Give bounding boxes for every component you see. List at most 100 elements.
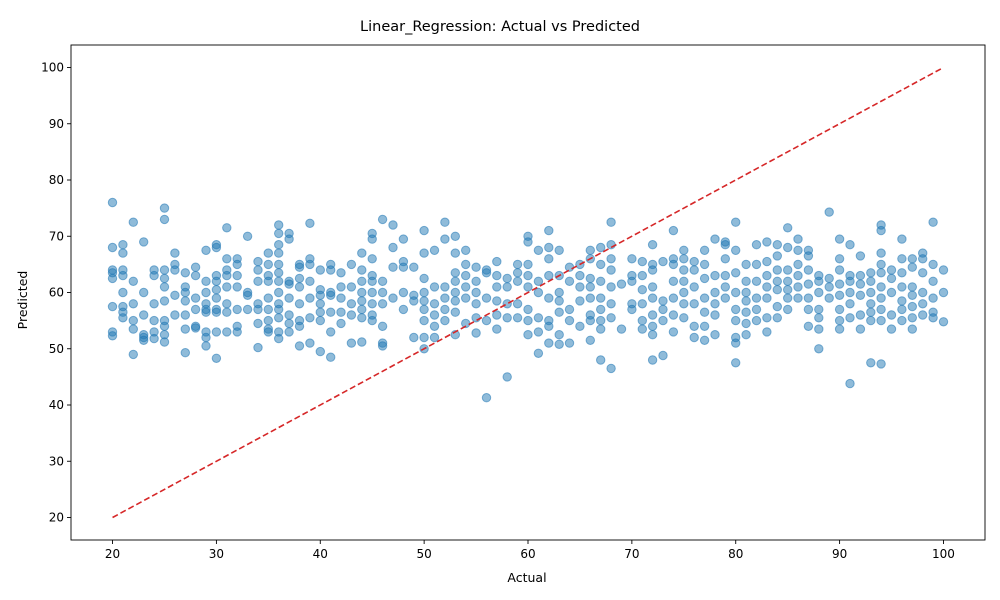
data-point <box>367 276 377 286</box>
data-point <box>564 338 575 348</box>
data-point <box>866 315 876 326</box>
data-point <box>793 270 803 281</box>
data-point <box>263 276 273 286</box>
data-point <box>647 321 658 331</box>
data-point <box>907 313 917 323</box>
data-point <box>377 214 388 225</box>
data-point <box>855 290 866 300</box>
data-point <box>471 287 481 298</box>
data-point <box>855 251 866 261</box>
data-point <box>658 256 668 267</box>
data-point <box>284 293 294 303</box>
data-point <box>232 259 242 270</box>
data-point <box>326 327 336 337</box>
data-point <box>544 270 554 281</box>
data-point <box>263 259 273 270</box>
data-point <box>461 282 471 292</box>
data-point <box>367 254 377 264</box>
data-point <box>596 259 606 270</box>
y-tick-label: 80 <box>49 173 64 187</box>
data-point <box>180 268 191 278</box>
data-point <box>523 315 533 326</box>
data-point <box>159 273 170 284</box>
data-point <box>305 313 315 323</box>
data-point <box>180 348 191 358</box>
data-point <box>897 315 907 326</box>
y-tick-label: 70 <box>49 229 64 243</box>
data-point <box>803 293 814 303</box>
y-tick-label: 100 <box>41 61 64 75</box>
data-point <box>263 293 273 303</box>
data-point <box>502 299 512 309</box>
y-axis-label: Predicted <box>15 271 30 330</box>
data-point <box>357 296 367 306</box>
data-point <box>159 214 170 225</box>
data-point <box>159 321 170 331</box>
data-point <box>866 307 876 317</box>
data-point <box>876 359 886 369</box>
data-point <box>471 262 481 272</box>
data-point <box>793 234 803 244</box>
data-point <box>585 282 595 292</box>
data-point <box>855 279 866 289</box>
data-point <box>346 259 357 270</box>
data-point <box>450 231 460 242</box>
data-point <box>876 282 886 292</box>
data-point <box>606 282 616 292</box>
data-point <box>409 332 419 343</box>
data-point <box>346 338 357 348</box>
data-point <box>388 293 398 303</box>
data-point <box>419 315 429 326</box>
data-point <box>481 268 492 278</box>
data-point <box>533 276 544 286</box>
data-point <box>907 254 917 264</box>
x-tick-label: 90 <box>832 547 847 561</box>
data-point <box>803 265 814 275</box>
data-point <box>731 287 741 298</box>
data-point <box>637 324 647 334</box>
data-point <box>471 328 481 338</box>
data-point <box>710 270 720 281</box>
data-point <box>668 259 679 270</box>
data-point <box>845 240 855 250</box>
data-point <box>699 245 710 256</box>
data-point <box>647 310 658 320</box>
chart-title: Linear_Regression: Actual vs Predicted <box>360 19 640 35</box>
data-point <box>118 240 128 250</box>
data-point <box>429 299 440 309</box>
data-point <box>762 293 772 303</box>
data-point <box>377 321 388 331</box>
data-point <box>855 324 866 334</box>
data-point <box>253 304 263 315</box>
data-point <box>544 321 554 331</box>
data-point <box>367 234 377 244</box>
data-point <box>772 240 782 250</box>
data-point <box>699 321 710 331</box>
y-tick-label: 60 <box>49 286 64 300</box>
data-point <box>928 217 938 227</box>
data-point <box>783 223 793 233</box>
data-point <box>419 332 429 343</box>
data-point <box>897 254 907 264</box>
data-point <box>834 304 845 315</box>
data-point <box>512 268 523 278</box>
data-point <box>128 217 139 227</box>
data-point <box>824 282 834 292</box>
data-point <box>554 339 564 349</box>
data-point <box>544 254 554 264</box>
data-point <box>263 248 273 258</box>
y-tick-label: 40 <box>49 398 64 412</box>
data-point <box>315 290 325 300</box>
data-point <box>429 245 440 256</box>
data-point <box>377 341 388 351</box>
data-point <box>419 304 429 315</box>
data-point <box>326 265 336 275</box>
data-point <box>668 310 679 320</box>
data-point <box>824 293 834 303</box>
data-point <box>751 293 762 303</box>
data-point <box>554 287 564 298</box>
data-point <box>180 296 191 306</box>
data-point <box>450 268 460 278</box>
data-point <box>731 217 741 227</box>
data-point <box>647 282 658 292</box>
